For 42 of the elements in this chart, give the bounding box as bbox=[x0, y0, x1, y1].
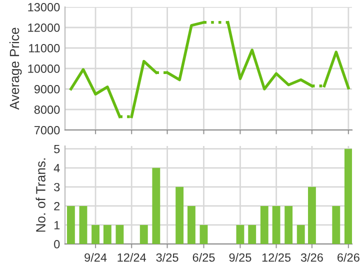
y-tick-label: 8000 bbox=[34, 106, 60, 114]
y-tick-label: 3 bbox=[54, 182, 60, 192]
x-tick-label: 9/25 bbox=[229, 253, 252, 262]
y-tick-label: 10000 bbox=[28, 64, 60, 73]
bar bbox=[272, 206, 280, 244]
y-tick-label: 12000 bbox=[28, 24, 60, 32]
bar bbox=[92, 224, 100, 244]
bar bbox=[332, 206, 340, 244]
x-tick-label: 6/25 bbox=[192, 253, 215, 262]
bar bbox=[152, 168, 160, 244]
y-tick-label: 1 bbox=[54, 221, 60, 230]
bar bbox=[66, 206, 75, 244]
y-tick-label: 7000 bbox=[34, 126, 60, 134]
bar bbox=[116, 224, 124, 244]
bar bbox=[103, 224, 112, 244]
bar bbox=[308, 186, 316, 244]
x-tick-label: 12/25 bbox=[262, 253, 291, 262]
x-tick-label: 9/24 bbox=[84, 253, 107, 262]
y-tick-label: 9000 bbox=[34, 85, 60, 94]
y-axis-title: No. of Trans. bbox=[36, 158, 46, 232]
y-tick-label: 11000 bbox=[29, 44, 60, 52]
bar bbox=[200, 224, 208, 244]
x-tick-label: 3/26 bbox=[300, 253, 323, 262]
bar bbox=[236, 224, 244, 244]
y-tick-label: 0 bbox=[54, 240, 60, 248]
bar bbox=[260, 206, 268, 244]
bar bbox=[176, 186, 184, 244]
bar bbox=[187, 206, 196, 244]
y-tick-label: 13000 bbox=[28, 3, 60, 12]
bar bbox=[296, 224, 305, 244]
x-tick-label: 12/24 bbox=[118, 253, 146, 262]
bar bbox=[284, 206, 293, 244]
bar bbox=[79, 206, 88, 244]
bar bbox=[248, 224, 256, 244]
bar bbox=[344, 148, 352, 244]
y-tick-label: 2 bbox=[54, 202, 60, 210]
y-tick-label: 5 bbox=[54, 145, 60, 154]
x-tick-label: 3/25 bbox=[156, 253, 178, 262]
y-axis-title: Average Price bbox=[9, 28, 22, 110]
y-tick-label: 4 bbox=[54, 164, 60, 172]
x-tick-label: 6/26 bbox=[338, 253, 360, 262]
bar bbox=[140, 224, 148, 244]
